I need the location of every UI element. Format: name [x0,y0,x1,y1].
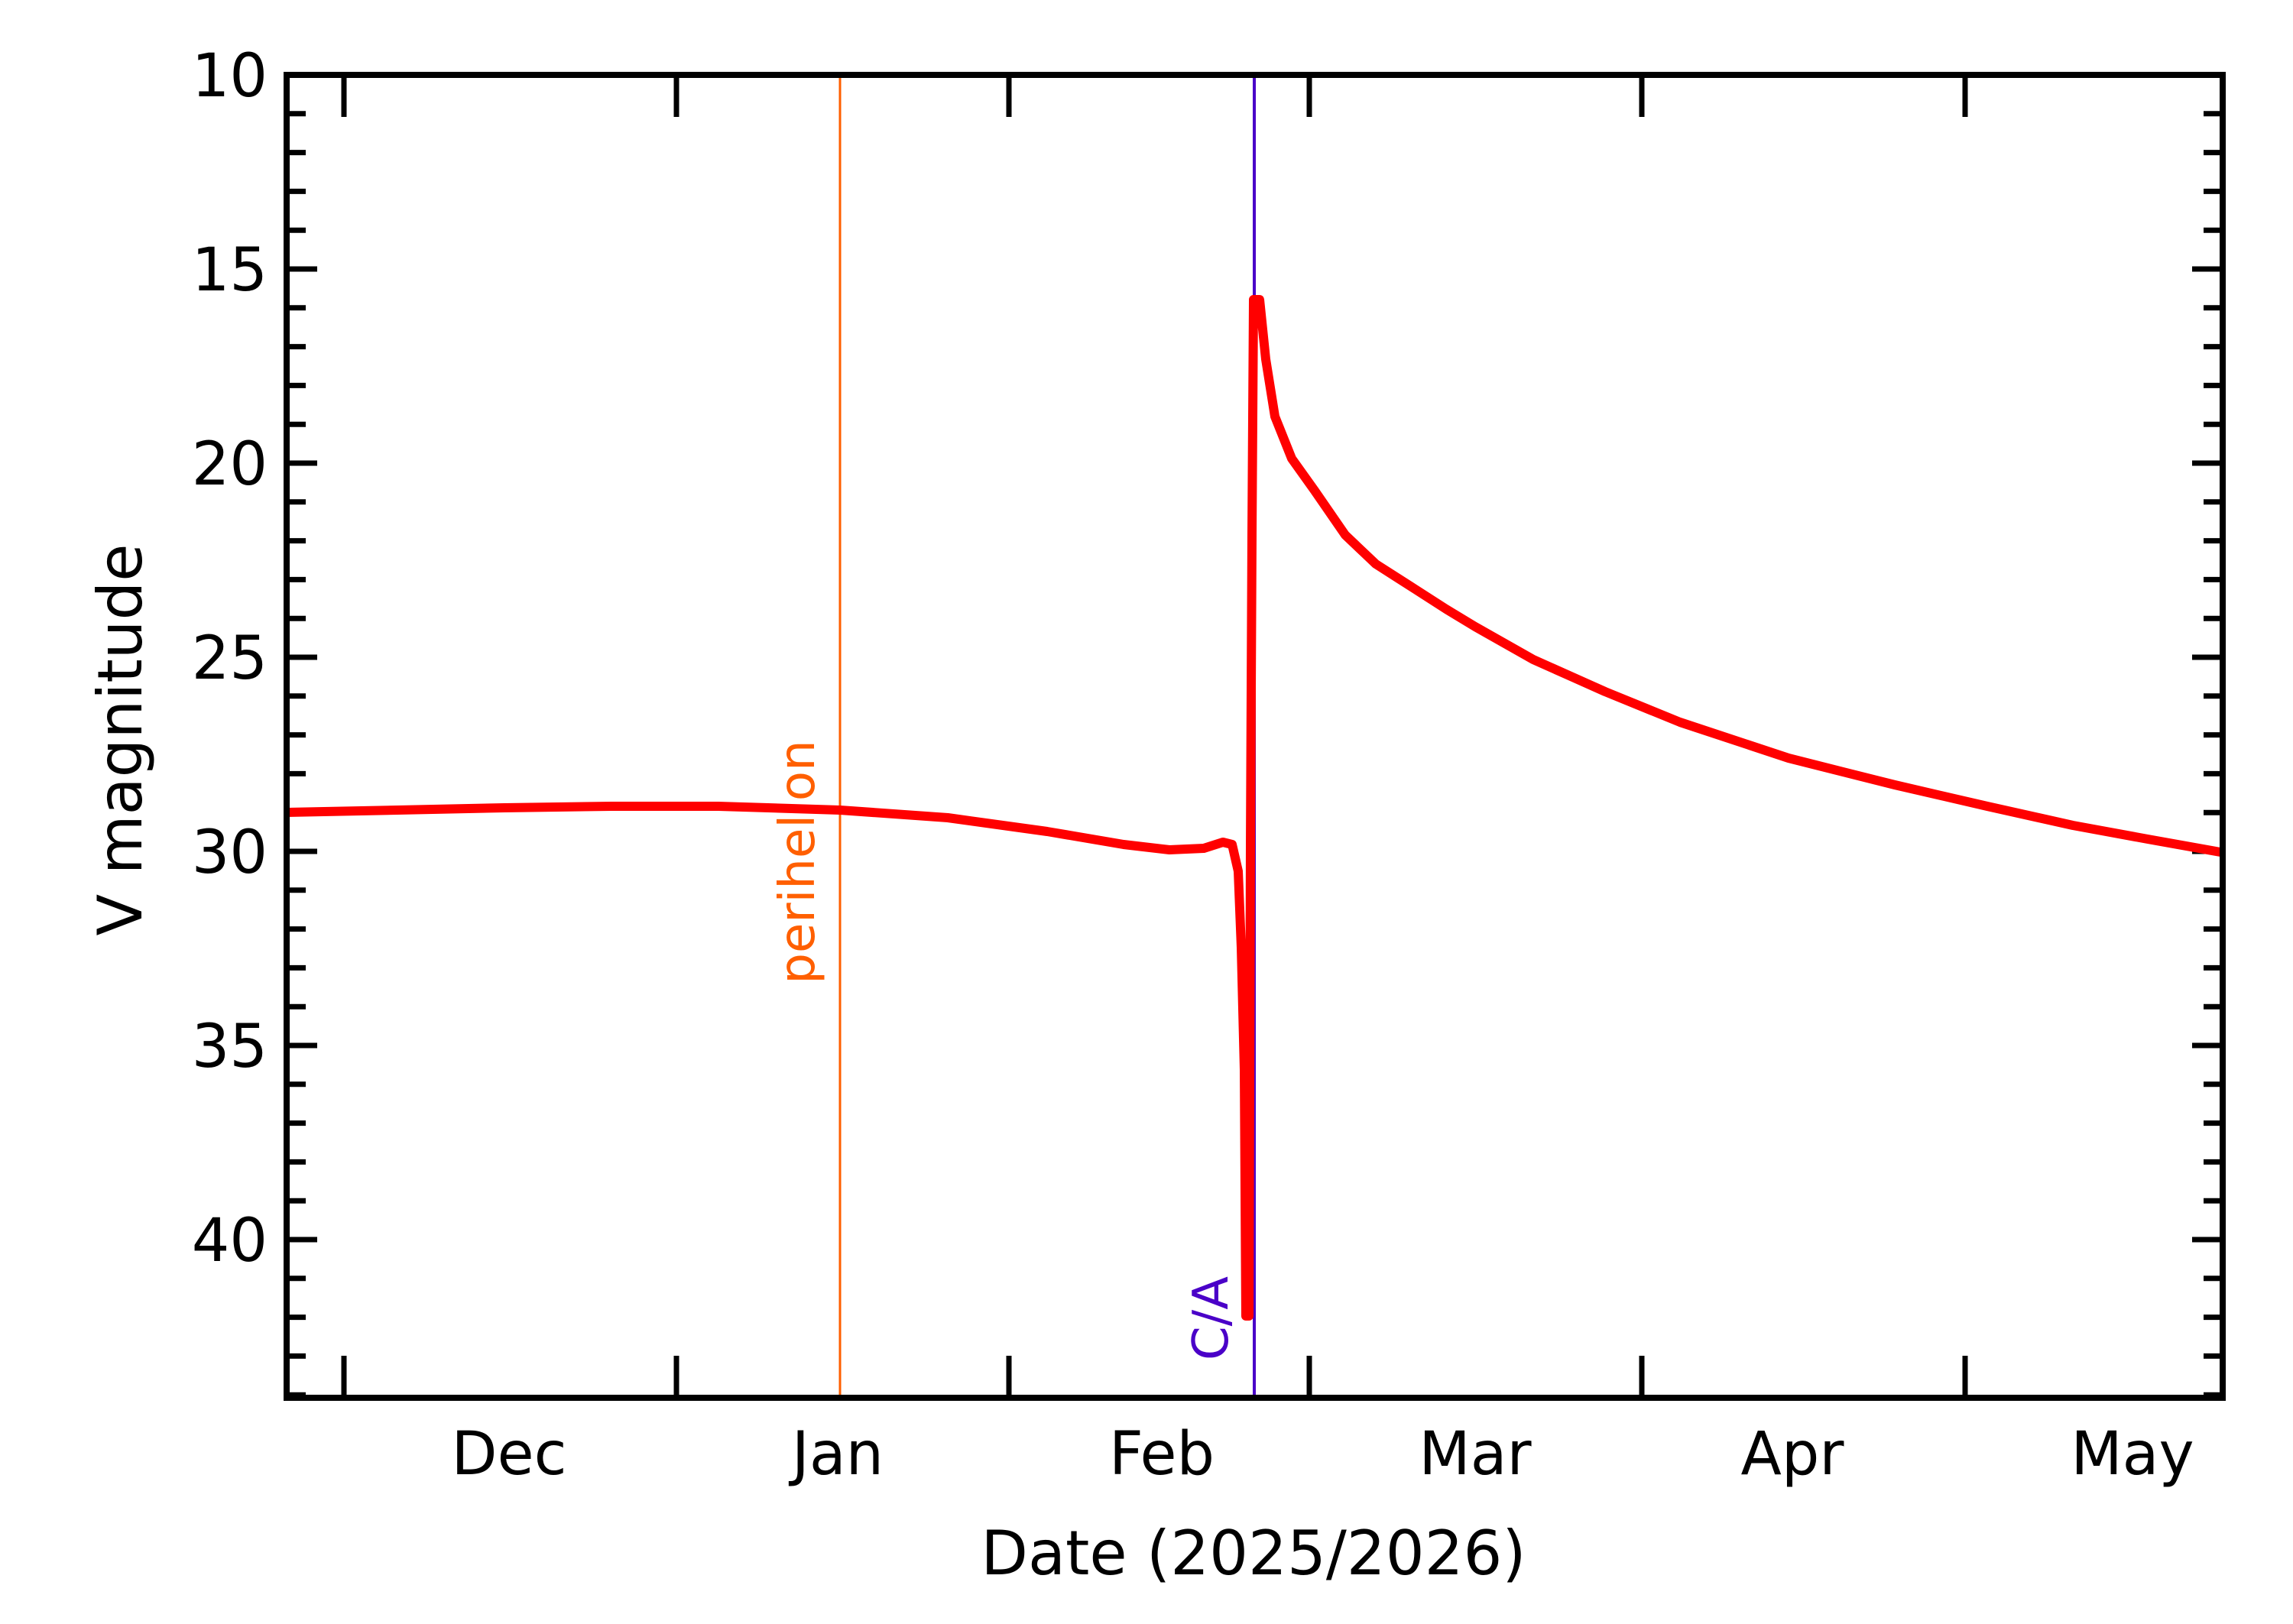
x-axis-ticks [341,75,1968,1398]
y-tick-label: 40 [192,1207,268,1276]
x-tick-label-apr: Apr [1741,1420,1845,1489]
x-tick-label-dec: Dec [452,1420,567,1489]
x-tick-label-may: May [2071,1420,2194,1489]
v-magnitude-curve [286,295,2222,1321]
y-tick-label: 30 [192,818,268,887]
x-tick-label-feb: Feb [1109,1420,1215,1489]
x-axis-tick-labels: Dec Jan Feb Mar Apr May [452,1420,2194,1489]
y-tick-label: 25 [192,624,268,693]
y-tick-label: 35 [192,1013,268,1081]
perihelion-label: perihelion [770,740,826,984]
x-tick-label-jan: Jan [788,1420,884,1489]
closest-approach-label: C/A [1183,1276,1240,1360]
y-tick-label: 20 [192,430,268,499]
x-axis-title: Date (2025/2026) [981,1518,1526,1589]
y-tick-label: 15 [192,236,268,305]
plot-frame [284,72,2226,1401]
y-axis-tick-labels: 10 15 20 25 30 35 40 [192,42,268,1276]
y-axis-title: V magnitude [85,544,156,936]
y-axis-minor-ticks [287,111,2223,1398]
y-tick-label: 10 [192,42,268,111]
x-tick-label-mar: Mar [1419,1420,1532,1489]
